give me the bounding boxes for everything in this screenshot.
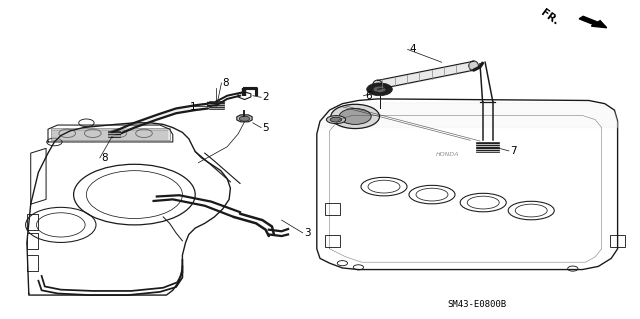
- Text: SM43-E0800B: SM43-E0800B: [447, 300, 506, 309]
- Text: 4: 4: [410, 44, 416, 55]
- Text: 6: 6: [365, 91, 371, 101]
- Text: 8: 8: [223, 78, 229, 88]
- Circle shape: [331, 104, 380, 129]
- FancyArrow shape: [579, 16, 607, 28]
- Text: 3: 3: [304, 228, 310, 238]
- Ellipse shape: [372, 80, 383, 90]
- Text: FR.: FR.: [538, 7, 560, 27]
- Ellipse shape: [326, 116, 346, 124]
- FancyBboxPatch shape: [209, 101, 224, 109]
- Circle shape: [367, 83, 392, 96]
- Circle shape: [239, 116, 250, 121]
- Text: 8: 8: [101, 153, 108, 163]
- FancyBboxPatch shape: [476, 142, 499, 152]
- Text: 2: 2: [262, 92, 269, 102]
- Circle shape: [373, 86, 386, 93]
- Text: 7: 7: [510, 146, 516, 156]
- Polygon shape: [320, 103, 618, 128]
- Polygon shape: [237, 115, 252, 122]
- FancyBboxPatch shape: [51, 128, 170, 140]
- Circle shape: [339, 108, 371, 124]
- FancyBboxPatch shape: [108, 131, 120, 137]
- Text: 5: 5: [262, 122, 269, 133]
- Text: 1: 1: [190, 102, 196, 112]
- Ellipse shape: [468, 61, 479, 70]
- Text: HONDA: HONDA: [436, 152, 460, 157]
- Ellipse shape: [330, 117, 342, 122]
